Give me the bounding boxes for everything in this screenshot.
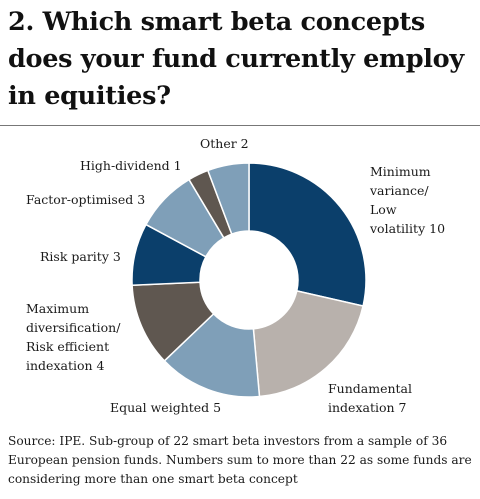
slice-label: Fundamental indexation 7 — [328, 381, 412, 415]
slice-label: Factor-optimised 3 — [26, 192, 145, 207]
slice-label: Other 2 — [200, 136, 249, 151]
slice-label: High-dividend 1 — [80, 158, 182, 173]
chart-title: 2. Which smart beta concepts does your f… — [8, 7, 464, 111]
slice-label: Maximum diversification/Risk efficient ind… — [26, 301, 121, 373]
slice-label: Risk parity 3 — [40, 249, 121, 264]
title-divider — [0, 125, 480, 126]
donut-chart: Minimum variance/Low volatility 10 Fundamen… — [0, 130, 480, 430]
source-note: Source: IPE. Sub-group of 22 smart beta … — [8, 434, 472, 486]
slice-label: Minimum variance/Low volatility 10 — [369, 164, 445, 236]
slice-label: Equal weighted 5 — [110, 400, 221, 415]
donut-hole — [200, 231, 298, 329]
donut-chart-svg: Minimum variance/Low volatility 10 Fundamen… — [26, 136, 445, 415]
